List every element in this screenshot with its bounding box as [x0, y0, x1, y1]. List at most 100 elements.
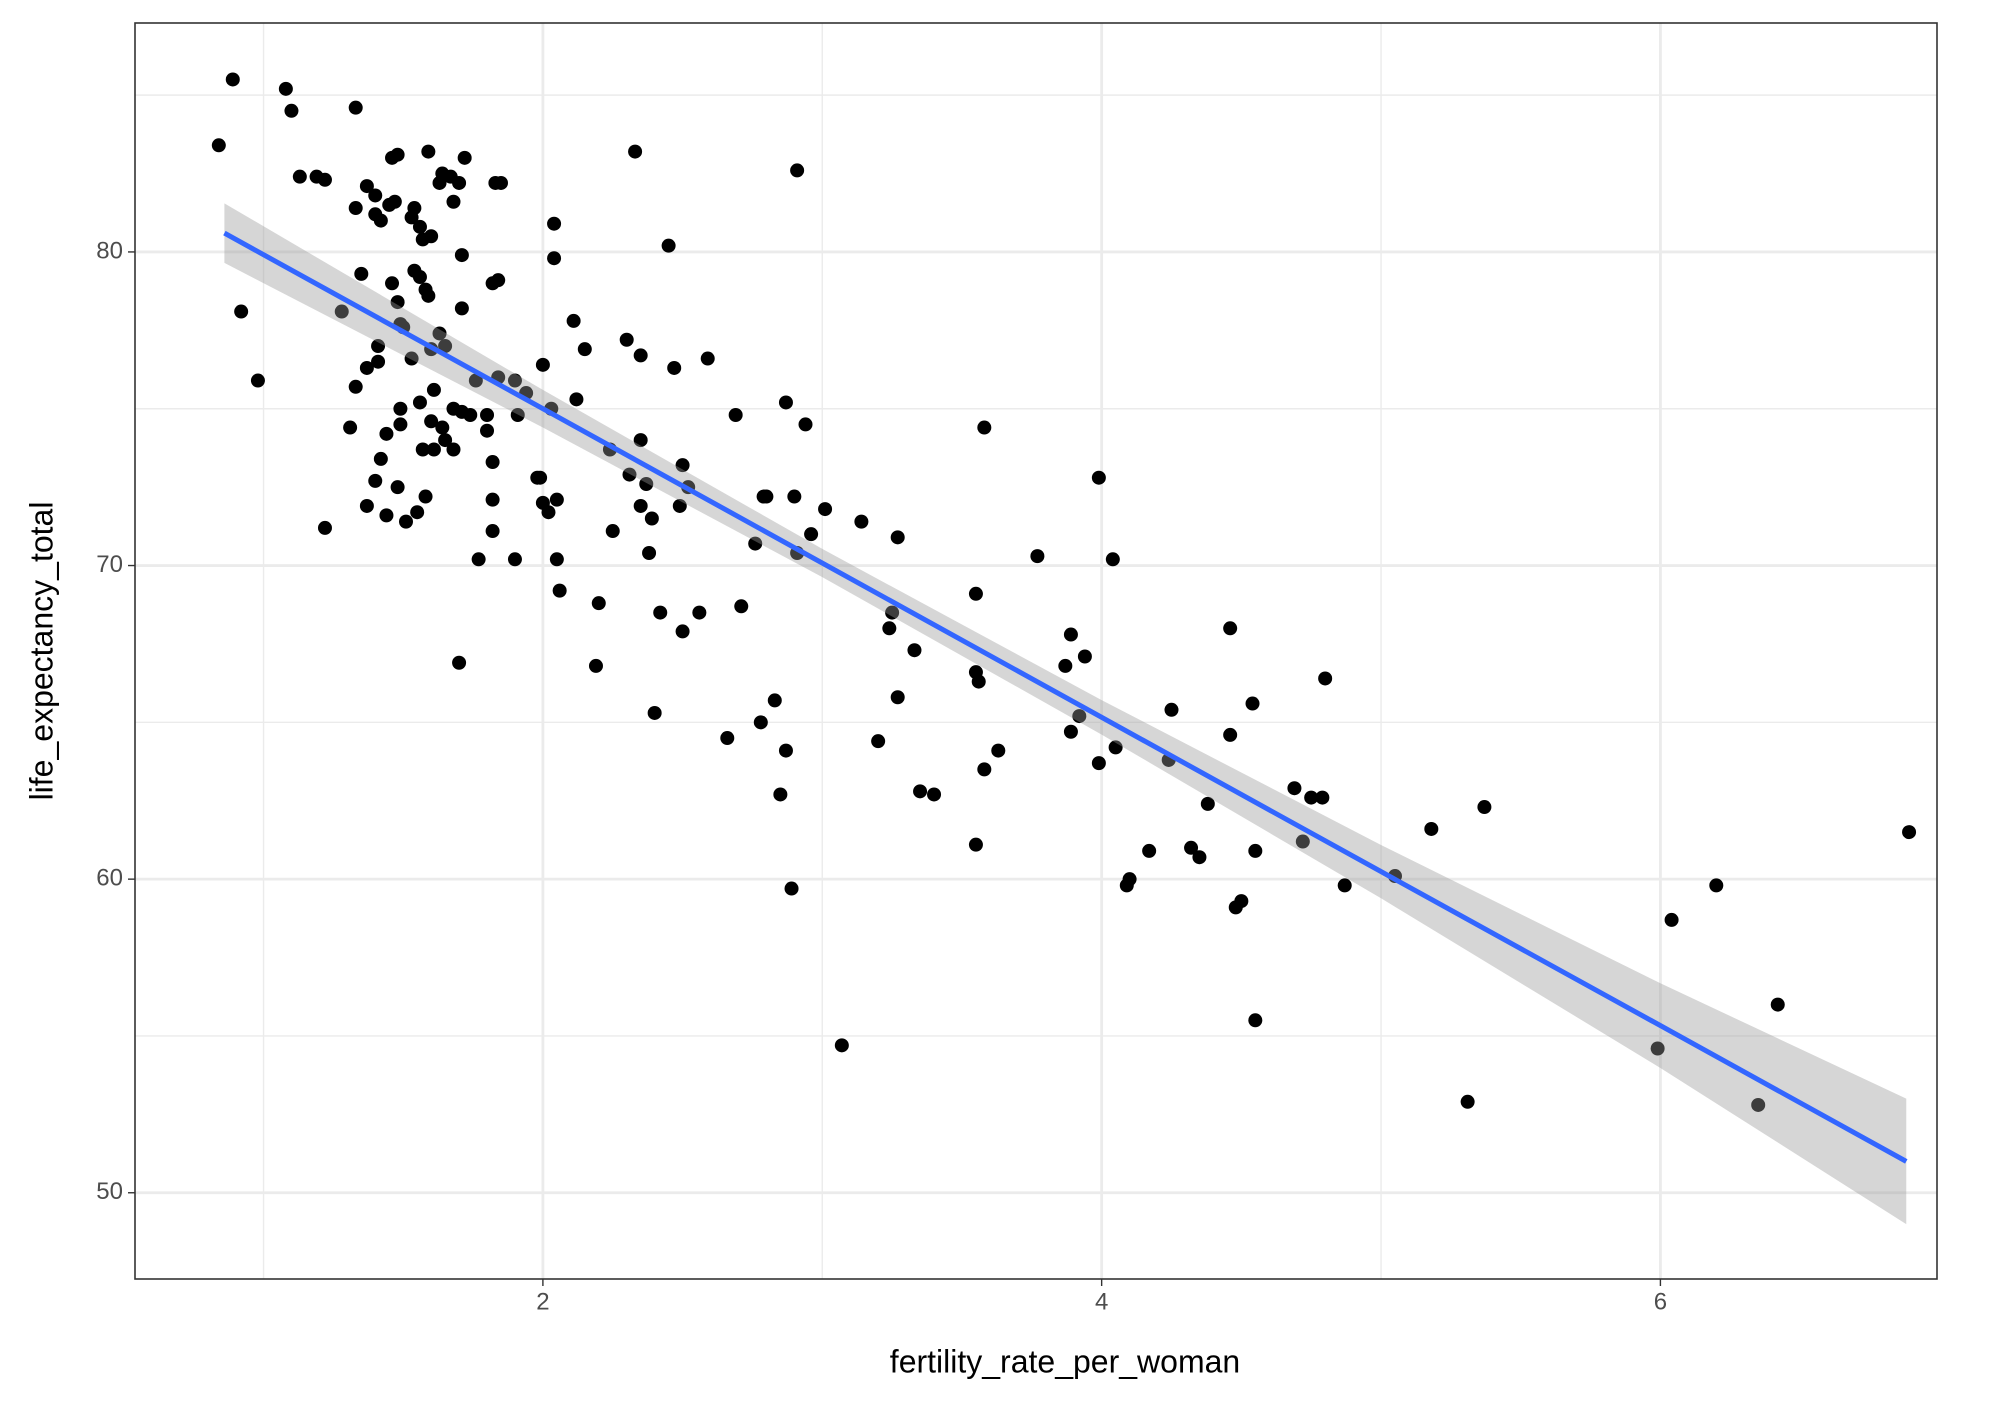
point: [446, 194, 461, 209]
point: [412, 270, 427, 285]
point: [424, 229, 439, 244]
x-tick-label: 4: [1095, 1288, 1108, 1315]
point: [1072, 709, 1087, 724]
point: [485, 455, 500, 470]
trend-line: [223, 230, 1908, 1164]
point: [379, 508, 394, 523]
point: [1030, 549, 1045, 564]
point: [633, 348, 648, 363]
point: [834, 1038, 849, 1053]
point: [549, 492, 564, 507]
point: [619, 332, 634, 347]
point: [890, 690, 905, 705]
point: [787, 489, 802, 504]
point: [415, 442, 430, 457]
point: [605, 524, 620, 539]
point: [1091, 470, 1106, 485]
point: [1142, 843, 1157, 858]
point: [1315, 790, 1330, 805]
point: [661, 238, 676, 253]
point: [1248, 843, 1263, 858]
point: [368, 188, 383, 203]
point: [667, 360, 682, 375]
point: [1192, 850, 1207, 865]
point: [390, 147, 405, 162]
point: [426, 382, 441, 397]
point: [410, 505, 425, 520]
point: [250, 373, 265, 388]
point: [622, 467, 637, 482]
point: [1063, 627, 1078, 642]
point: [588, 658, 603, 673]
y-tick-label: 80: [96, 237, 123, 264]
point: [359, 360, 374, 375]
point: [642, 545, 657, 560]
point: [535, 357, 550, 372]
point: [784, 881, 799, 896]
point: [700, 351, 715, 366]
point: [991, 743, 1006, 758]
point: [435, 420, 450, 435]
point: [446, 442, 461, 457]
point: [778, 743, 793, 758]
point: [591, 596, 606, 611]
point: [798, 417, 813, 432]
point: [234, 304, 249, 319]
point: [1063, 724, 1078, 739]
point: [1248, 1013, 1263, 1028]
point: [510, 408, 525, 423]
point: [907, 643, 922, 658]
point: [371, 354, 386, 369]
point: [1058, 658, 1073, 673]
point: [672, 498, 687, 513]
point: [1200, 796, 1215, 811]
point: [493, 175, 508, 190]
point: [804, 527, 819, 542]
point: [653, 605, 668, 620]
point: [566, 313, 581, 328]
point: [463, 408, 478, 423]
point: [379, 426, 394, 441]
point: [211, 138, 226, 153]
point: [1902, 825, 1917, 840]
point: [507, 552, 522, 567]
point: [633, 498, 648, 513]
point: [438, 339, 453, 354]
y-axis-title: life_expectancy_total: [23, 502, 59, 801]
point: [390, 295, 405, 310]
point: [491, 273, 506, 288]
point: [1650, 1041, 1665, 1056]
point: [692, 605, 707, 620]
y-tick-label: 60: [96, 864, 123, 891]
point: [457, 150, 472, 165]
point: [485, 524, 500, 539]
point: [1234, 894, 1249, 909]
point: [359, 498, 374, 513]
point: [424, 414, 439, 429]
point: [1287, 781, 1302, 796]
point: [882, 621, 897, 636]
point: [421, 144, 436, 159]
point: [1477, 800, 1492, 815]
point: [480, 423, 495, 438]
point: [734, 599, 749, 614]
point: [454, 248, 469, 263]
point: [790, 163, 805, 178]
point: [977, 762, 992, 777]
point: [778, 395, 793, 410]
point: [639, 477, 654, 492]
point: [720, 731, 735, 746]
point: [348, 379, 363, 394]
point: [387, 194, 402, 209]
point: [871, 734, 886, 749]
point: [1709, 878, 1724, 893]
point: [1164, 702, 1179, 717]
point: [438, 433, 453, 448]
point: [1460, 1094, 1475, 1109]
point: [569, 392, 584, 407]
panel-border: [134, 22, 1938, 1280]
point: [1091, 756, 1106, 771]
point: [1245, 696, 1260, 711]
